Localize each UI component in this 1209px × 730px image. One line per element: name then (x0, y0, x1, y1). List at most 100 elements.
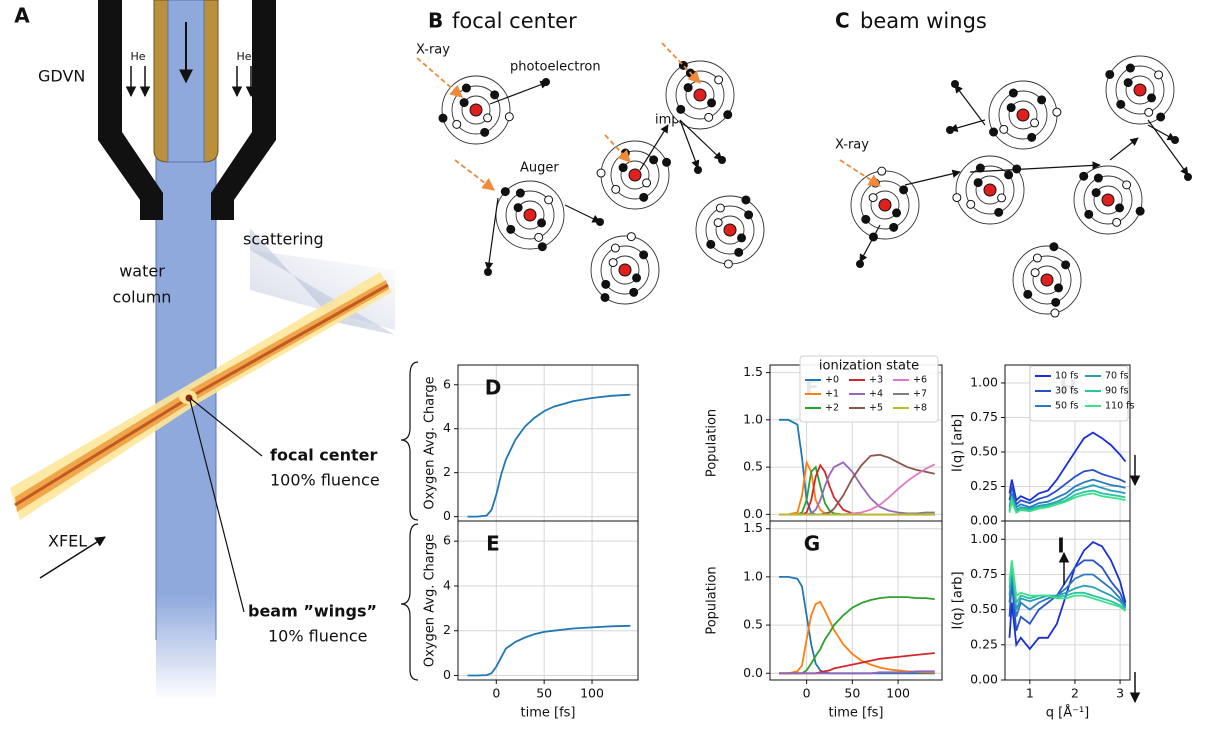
series-line (779, 596, 935, 675)
series-line (467, 624, 631, 677)
electron (1156, 112, 1166, 122)
electron (600, 292, 610, 302)
electron (1061, 260, 1071, 270)
plot-background (770, 521, 942, 680)
electron (611, 184, 621, 194)
electron (714, 75, 724, 85)
arrow (1109, 137, 1139, 161)
xray-arrow (454, 159, 495, 191)
x-tick-label: 100 (886, 686, 910, 701)
nucleus (983, 183, 997, 197)
electron (704, 112, 714, 122)
free-electron (856, 260, 864, 268)
y-tick-label: 0 (443, 508, 451, 523)
plot-frame (1004, 520, 1131, 681)
electron (1032, 253, 1042, 263)
panel-letter: E (486, 532, 500, 556)
nucleus (628, 168, 642, 182)
panel-letter: B (428, 9, 443, 33)
electron (868, 193, 878, 203)
column-label: column (113, 288, 172, 307)
electron (626, 232, 636, 242)
charts: 0 2 4 6 D Oxygen Avg. Charge 0 2 4 6 0 50 100 E Oxygen… (423, 355, 1141, 721)
y-tick-label: 0.5 (743, 459, 763, 474)
chart: 0 2 4 6 0 50 100 E Oxygen Avg. Charge time [fs] (423, 520, 639, 721)
gas-label: He (236, 50, 251, 63)
free-electron (484, 268, 492, 276)
electron (639, 192, 649, 202)
orbit (1083, 175, 1133, 225)
y-tick-label: 0.75 (970, 566, 998, 581)
wings-title: beam ”wings” (248, 602, 377, 621)
legend-label: 10 fs (1055, 371, 1078, 382)
electron (1125, 63, 1135, 73)
electron (596, 168, 606, 178)
panel-letter: I (1057, 534, 1064, 558)
electron (1023, 289, 1033, 299)
electron (1091, 188, 1101, 198)
y-tick-label: 1.00 (970, 531, 998, 546)
legend-title: ionization state (819, 359, 919, 374)
electron (1006, 103, 1016, 113)
free-electron (718, 156, 726, 164)
electron (537, 218, 547, 228)
electron (459, 98, 469, 108)
panel-letter: A (14, 4, 30, 28)
electron (723, 259, 733, 269)
series-line (1008, 468, 1126, 507)
series-line (1008, 567, 1127, 610)
orbit (610, 150, 660, 200)
orbit (715, 215, 745, 245)
electron (973, 178, 983, 188)
nozzle-left (98, 0, 163, 220)
legend-label: +4 (869, 389, 883, 400)
electron (715, 203, 725, 213)
legend-label: +8 (913, 403, 927, 414)
y-tick-label: 0.50 (970, 601, 998, 616)
electron (989, 127, 999, 137)
electron (707, 98, 717, 108)
focal-title: focal center (270, 446, 378, 465)
electron (892, 208, 902, 218)
electron (723, 110, 733, 120)
orbit (998, 90, 1048, 140)
panel-title: focal center (452, 9, 577, 33)
focal-fluence: 100% fluence (270, 471, 380, 490)
electron (899, 185, 909, 195)
orbit (975, 175, 1005, 205)
y-axis-label: Oxygen Avg. Charge (423, 534, 438, 667)
electron (952, 193, 962, 203)
y-tick-label: 1.00 (970, 374, 998, 389)
electron (504, 112, 514, 122)
electron (706, 239, 716, 249)
arrow (1147, 124, 1176, 141)
free-electron (1184, 173, 1192, 181)
panel-a: A GDVN He He water column scattering XFE… (10, 0, 419, 700)
panel-title: beam wings (860, 9, 987, 33)
arrow (639, 124, 669, 171)
y-tick-label: 0.25 (970, 478, 998, 493)
nucleus (1040, 273, 1054, 287)
orbit (620, 160, 650, 190)
legend-label: +3 (869, 375, 883, 386)
legend-label: +1 (825, 389, 839, 400)
annotation: X-ray (835, 138, 869, 153)
electron (1037, 95, 1047, 105)
electron (994, 207, 1004, 217)
orbit (1093, 185, 1123, 215)
legend-label: +2 (825, 403, 839, 414)
xray-arrow (604, 134, 631, 163)
free-electron (542, 78, 550, 86)
plot-frame (769, 520, 943, 681)
nucleus (469, 103, 483, 117)
y-tick-label: 6 (443, 376, 451, 391)
electron (1050, 308, 1060, 318)
arrow (904, 169, 961, 186)
series-line (1008, 489, 1126, 513)
y-tick-label: 0 (443, 667, 451, 682)
legend-label: +6 (913, 375, 927, 386)
arrow (679, 119, 700, 169)
chart: 0.00.51.01.5FPopulationionization state+… (705, 355, 943, 525)
column-label: water (119, 262, 165, 281)
